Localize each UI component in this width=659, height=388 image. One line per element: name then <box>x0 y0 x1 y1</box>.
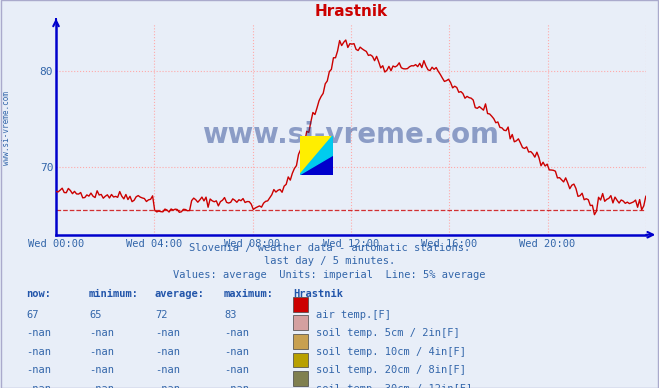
Text: soil temp. 30cm / 12in[F]: soil temp. 30cm / 12in[F] <box>316 384 472 388</box>
Text: -nan: -nan <box>224 384 249 388</box>
Text: 72: 72 <box>155 310 167 320</box>
Text: soil temp. 10cm / 4in[F]: soil temp. 10cm / 4in[F] <box>316 347 466 357</box>
Text: soil temp. 5cm / 2in[F]: soil temp. 5cm / 2in[F] <box>316 328 459 338</box>
Title: Hrastnik: Hrastnik <box>314 4 387 19</box>
Polygon shape <box>300 136 333 175</box>
Text: -nan: -nan <box>155 347 180 357</box>
Text: -nan: -nan <box>89 347 114 357</box>
Text: -nan: -nan <box>26 347 51 357</box>
Text: now:: now: <box>26 289 51 299</box>
Text: -nan: -nan <box>155 328 180 338</box>
Text: -nan: -nan <box>89 328 114 338</box>
Text: -nan: -nan <box>224 365 249 376</box>
Text: last day / 5 minutes.: last day / 5 minutes. <box>264 256 395 266</box>
Text: air temp.[F]: air temp.[F] <box>316 310 391 320</box>
Text: -nan: -nan <box>155 384 180 388</box>
Polygon shape <box>300 136 333 175</box>
Text: maximum:: maximum: <box>224 289 274 299</box>
Text: 83: 83 <box>224 310 237 320</box>
Text: soil temp. 20cm / 8in[F]: soil temp. 20cm / 8in[F] <box>316 365 466 376</box>
Text: -nan: -nan <box>26 365 51 376</box>
Text: -nan: -nan <box>155 365 180 376</box>
Text: minimum:: minimum: <box>89 289 139 299</box>
Text: www.si-vreme.com: www.si-vreme.com <box>202 121 500 149</box>
Text: -nan: -nan <box>224 347 249 357</box>
Text: -nan: -nan <box>89 365 114 376</box>
Text: 65: 65 <box>89 310 101 320</box>
Text: 67: 67 <box>26 310 39 320</box>
Text: -nan: -nan <box>26 384 51 388</box>
Text: Hrastnik: Hrastnik <box>293 289 343 299</box>
Text: Slovenia / weather data - automatic stations.: Slovenia / weather data - automatic stat… <box>189 242 470 253</box>
Text: -nan: -nan <box>89 384 114 388</box>
Text: average:: average: <box>155 289 205 299</box>
Text: -nan: -nan <box>26 328 51 338</box>
Text: www.si-vreme.com: www.si-vreme.com <box>2 91 11 165</box>
Polygon shape <box>300 136 333 175</box>
Text: Values: average  Units: imperial  Line: 5% average: Values: average Units: imperial Line: 5%… <box>173 270 486 280</box>
Text: -nan: -nan <box>224 328 249 338</box>
